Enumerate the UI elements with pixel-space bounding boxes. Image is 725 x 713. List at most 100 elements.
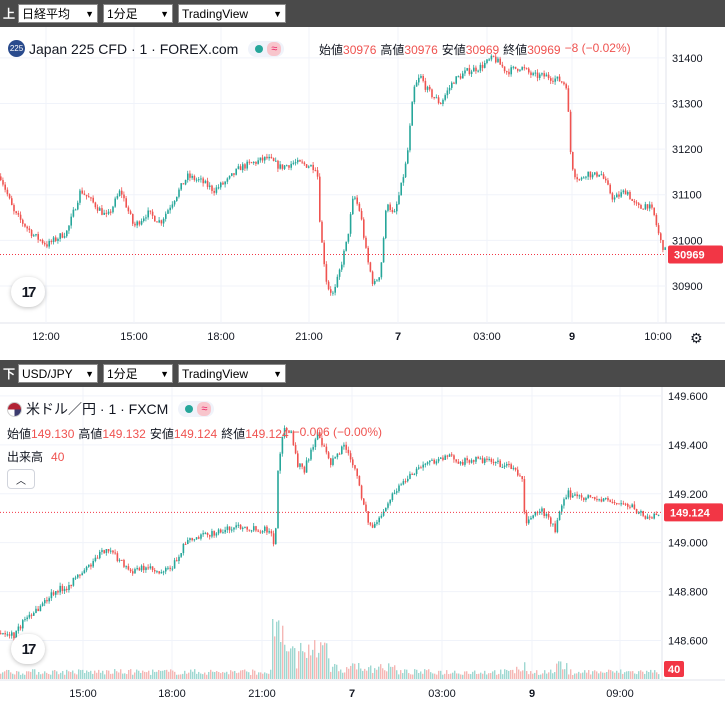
candle-body — [30, 229, 33, 237]
instrument-select-bottom[interactable]: USD/JPY ▼ — [18, 364, 98, 383]
volume-bar — [408, 673, 410, 679]
candle-body — [272, 158, 275, 161]
x-tick-label: 15:00 — [120, 331, 148, 343]
y-tick-label: 148.800 — [668, 587, 708, 599]
candle-body — [248, 161, 251, 163]
volume-bar — [186, 673, 188, 679]
tradingview-logo-icon[interactable]: 17 — [11, 634, 45, 664]
candle-body — [618, 194, 620, 197]
open-label: 始値 — [7, 427, 32, 441]
candle-body — [228, 526, 231, 531]
volume-bar — [132, 674, 134, 679]
top-chart-canvas[interactable]: 30900 31000 31100 31200 31300 31400 12:00 15:00… — [0, 27, 725, 357]
tradingview-logo-icon[interactable]: 17 — [11, 277, 45, 307]
interval-select-bottom[interactable]: 1分足 ▼ — [103, 364, 173, 383]
candle-body — [343, 444, 345, 447]
candle-body — [525, 68, 528, 70]
provider-select-bottom[interactable]: TradingView ▼ — [178, 364, 286, 383]
candle-body — [459, 76, 462, 79]
volume-bar — [56, 671, 58, 679]
interval-select-top[interactable]: 1分足 ▼ — [103, 4, 173, 23]
candle-body — [209, 185, 211, 187]
x-tick-label: 12:00 — [32, 331, 60, 343]
candle-body — [305, 460, 308, 473]
instrument-select-top[interactable]: 日経平均 ▼ — [18, 4, 98, 23]
volume-bar — [428, 669, 430, 679]
candle-body — [215, 533, 218, 536]
candle-body — [143, 218, 145, 221]
candle-body — [484, 63, 486, 68]
candle-body — [246, 161, 248, 169]
candle-body — [79, 574, 81, 576]
candle-body — [101, 208, 103, 215]
bottom-chart-pane[interactable]: 148.600 148.800 149.000 149.200 149.400 149.6… — [0, 387, 725, 713]
candle-body — [343, 250, 345, 265]
volume-bar — [178, 674, 180, 679]
collapse-legend-button[interactable]: ︿ — [7, 469, 35, 489]
volume-bar — [114, 669, 116, 679]
candle-body — [338, 453, 341, 455]
candle-body — [470, 71, 473, 75]
volume-bar — [264, 672, 266, 679]
provider-select-top[interactable]: TradingView ▼ — [178, 4, 286, 23]
candle-body — [88, 564, 90, 567]
candle-body — [644, 204, 647, 210]
candle-body — [415, 468, 418, 475]
candle-body — [618, 503, 620, 505]
top-chart-title[interactable]: Japan 225 CFD · 1 · FOREX.com — [29, 40, 239, 57]
bottom-chart-title[interactable]: 米ドル／円 · 1 · FXCM — [26, 401, 169, 417]
volume-bar — [42, 673, 44, 679]
top-chart-pane[interactable]: 30900 31000 31100 31200 31300 31400 12:00 15:00… — [0, 27, 725, 357]
volume-bar — [522, 670, 524, 679]
us-flag-icon — [7, 401, 22, 417]
candle-body — [446, 90, 449, 96]
candle-body — [169, 207, 171, 211]
candle-body — [121, 559, 123, 561]
y-tick-label: 31000 — [672, 235, 703, 247]
volume-bar — [346, 667, 348, 679]
volume-bar — [246, 671, 248, 679]
bottom-chart-canvas[interactable]: 148.600 148.800 149.000 149.200 149.400 149.6… — [0, 387, 725, 713]
candle-body — [578, 179, 581, 181]
candle-body — [189, 173, 191, 178]
volume-bar — [288, 651, 290, 679]
x-tick-label: 15:00 — [69, 688, 97, 700]
candle-body — [580, 495, 583, 498]
top-pane-tag: 上 — [2, 7, 15, 21]
y-tick-label: 149.600 — [668, 391, 708, 403]
candle-body — [33, 612, 35, 616]
x-tick-label: 9 — [569, 331, 575, 343]
market-status-pill[interactable]: ≈ — [248, 40, 285, 57]
volume-bar — [326, 643, 328, 679]
candle-body — [266, 526, 268, 533]
volume-bar — [458, 673, 460, 679]
volume-bar — [118, 672, 120, 679]
candle-body — [239, 524, 242, 529]
open-value: 30976 — [343, 43, 377, 57]
candle-body — [565, 84, 567, 89]
candle-body — [374, 523, 376, 528]
candle-body — [440, 103, 442, 105]
candle-body — [525, 512, 528, 524]
volume-bar — [32, 669, 34, 679]
volume-bar — [12, 673, 14, 679]
candle-body — [569, 111, 572, 153]
volume-bar — [230, 670, 232, 679]
last-price-tag — [668, 245, 723, 264]
candle-body — [261, 531, 264, 533]
gear-icon[interactable]: ⚙ — [690, 330, 703, 346]
candle-body — [132, 214, 134, 224]
market-status-pill[interactable]: ≈ — [178, 401, 215, 417]
candle-body — [519, 69, 521, 71]
candle-body — [367, 511, 369, 523]
candle-body — [198, 179, 200, 181]
volume-bar — [582, 672, 584, 679]
wave-icon: ≈ — [197, 402, 212, 416]
volume-bar — [212, 671, 214, 679]
volume-bar — [298, 651, 300, 679]
x-tick-label: 7 — [395, 331, 401, 343]
candle-body — [627, 504, 629, 507]
candle-body — [497, 460, 499, 462]
candle-body — [369, 262, 372, 272]
volume-bar — [360, 668, 362, 679]
